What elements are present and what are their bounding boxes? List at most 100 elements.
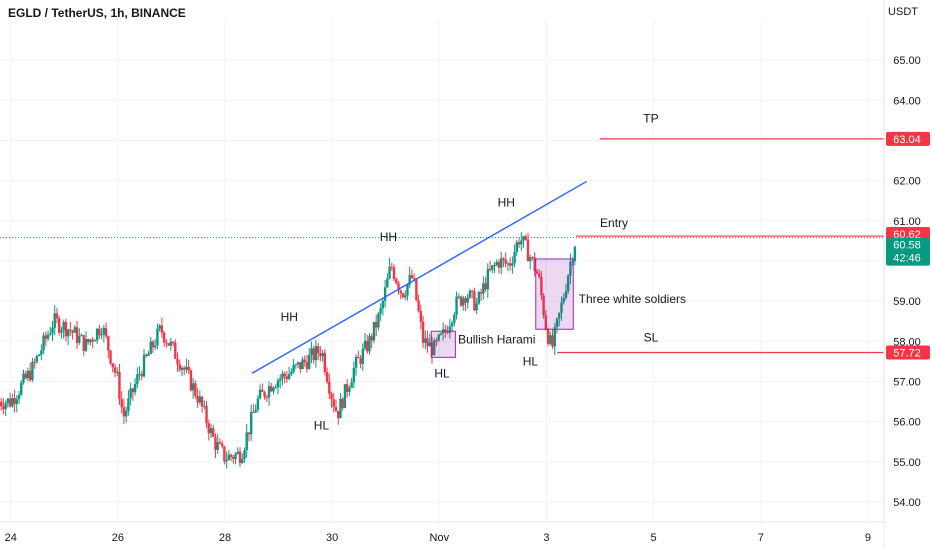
price-tick-label: 61.00 [893, 216, 921, 228]
candle-body [249, 412, 253, 435]
candle-body [537, 273, 541, 277]
candle-body [390, 266, 394, 268]
candle-body [185, 366, 188, 370]
candle-body [444, 329, 447, 332]
candle-body [40, 350, 43, 355]
candle-body [571, 260, 574, 262]
candle-body [303, 359, 306, 362]
candle-body [276, 380, 280, 388]
annotation-label: HH [498, 196, 515, 210]
candle-body [80, 335, 83, 337]
candle-body [205, 405, 208, 424]
candle-body [274, 387, 277, 389]
candle-body [256, 398, 260, 410]
candle-body [258, 389, 262, 399]
candle-body [406, 284, 409, 296]
candle-body [417, 300, 420, 311]
candle-body [386, 278, 389, 288]
candle-body [265, 396, 269, 398]
annotation-label: HL [314, 419, 330, 433]
candle-body [479, 292, 483, 294]
candle-body [51, 327, 54, 334]
candle-body [218, 442, 222, 444]
candle-body [281, 373, 284, 379]
candle-body [323, 352, 327, 372]
candle-body [212, 428, 215, 437]
candle-body [6, 398, 10, 404]
time-tick-label: 26 [112, 532, 124, 544]
annotation-label: SL [644, 330, 659, 344]
candle-body [366, 340, 369, 352]
candle-body [71, 330, 74, 333]
candle-body [104, 328, 108, 337]
candle-body [62, 321, 65, 331]
candle-body [46, 334, 50, 339]
candle-body [319, 353, 322, 357]
candle-body [500, 258, 503, 268]
candle-body [98, 328, 101, 336]
candle-body [439, 333, 443, 335]
time-tick-label: 28 [219, 532, 231, 544]
price-tick-label: 55.00 [893, 457, 921, 469]
candle-body [296, 362, 300, 365]
candle-body [533, 257, 536, 272]
candle-body [82, 335, 85, 351]
candle-body [243, 450, 246, 459]
candle-body [475, 303, 478, 311]
candle-body [22, 373, 25, 383]
candle-body [488, 268, 492, 271]
candle-body [84, 338, 88, 351]
candle-body [13, 398, 16, 404]
candle-body [66, 329, 70, 337]
candle-body [287, 374, 291, 380]
candle-body [426, 338, 429, 347]
candle-body [566, 275, 570, 292]
candle-body [549, 335, 552, 344]
candle-body [145, 354, 148, 356]
candle-body [305, 361, 309, 369]
candle-body [24, 373, 27, 379]
candle-body [158, 325, 161, 329]
candle-body [468, 290, 472, 298]
candle-body [53, 313, 56, 328]
candle-body [535, 271, 539, 274]
candle-body [33, 361, 36, 363]
candle-body [151, 341, 155, 348]
candle-body [4, 403, 7, 410]
time-tick-label: 24 [5, 532, 17, 544]
candle-body [531, 257, 534, 259]
time-axis-bg [0, 522, 884, 550]
time-tick-label: 30 [326, 532, 338, 544]
candle-body [279, 378, 282, 381]
candle-body [196, 395, 199, 403]
price-tag-label: 57.72 [893, 348, 921, 360]
candle-body [176, 358, 179, 365]
candle-body [374, 321, 378, 328]
candle-body [156, 328, 159, 346]
candle-body [573, 246, 577, 261]
candle-body [129, 388, 132, 399]
candle-body [334, 407, 338, 411]
candle-body [283, 373, 286, 377]
candle-body [448, 326, 452, 333]
trendline[interactable] [251, 180, 588, 375]
candle-body [69, 329, 72, 331]
time-axis[interactable]: 24 26 28 30 Nov 3 5 7 9 [0, 521, 884, 550]
candle-body [415, 279, 418, 301]
price-tick-label: 56.00 [893, 417, 921, 429]
current-price-label: 60.58 [893, 240, 921, 252]
pattern-box [430, 330, 456, 358]
annotation-label: HH [380, 230, 397, 244]
annotation-label: TP [643, 111, 658, 125]
candle-body [379, 308, 382, 314]
price-axis[interactable]: 54.0055.0056.0057.0058.0059.0060.0061.00… [883, 0, 932, 550]
candle-body [78, 335, 81, 343]
candle-body [162, 332, 166, 343]
candle-body [408, 275, 411, 285]
candle-body [397, 283, 400, 291]
candle-body [153, 345, 157, 348]
candle-body [37, 354, 41, 356]
candle-body [520, 240, 523, 245]
candle-body [178, 364, 181, 370]
